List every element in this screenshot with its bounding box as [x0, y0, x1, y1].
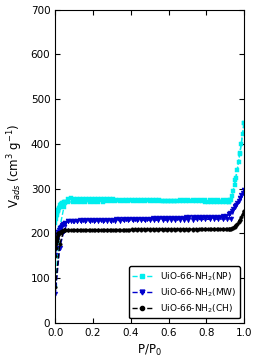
Y-axis label: V$_{ads}$ (cm$^3$ g$^{-1}$): V$_{ads}$ (cm$^3$ g$^{-1}$) [6, 124, 25, 209]
X-axis label: P/P$_0$: P/P$_0$ [137, 343, 162, 359]
Legend: UiO-66-NH$_2$(NP), UiO-66-NH$_2$(MW), UiO-66-NH$_2$(CH): UiO-66-NH$_2$(NP), UiO-66-NH$_2$(MW), Ui… [129, 266, 240, 318]
